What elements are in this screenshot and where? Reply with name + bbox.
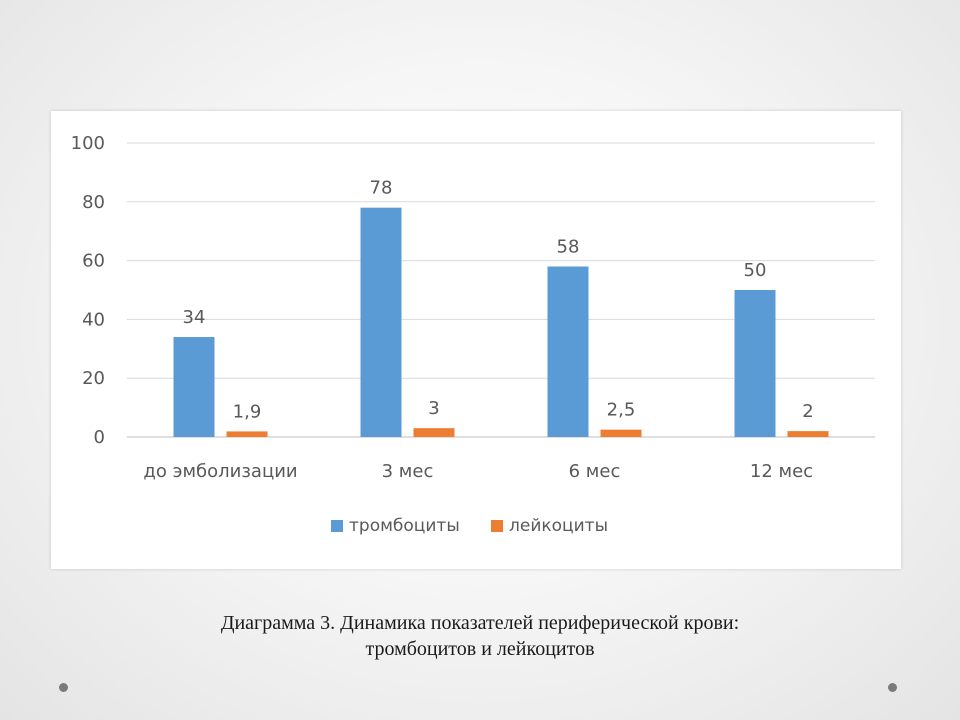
bar-chart: 0 20 40 60 80 100 34 1,9 до эмболизации 78 3 3 мес 5… (71, 133, 875, 536)
bar-leukocytes (787, 431, 829, 437)
x-tick-label: 3 мес (382, 461, 434, 482)
caption-line-2: тромбоцитов и лейкоцитов (365, 638, 595, 660)
legend-swatch (491, 520, 503, 532)
bar-platelets (734, 290, 776, 437)
slide-bullet-left (59, 683, 68, 692)
legend-label: тромбоциты (349, 516, 460, 536)
bar-platelets (173, 337, 215, 437)
data-label: 34 (183, 307, 206, 328)
bar-platelets (547, 266, 589, 437)
bar-leukocytes (226, 431, 268, 437)
data-label: 2 (802, 401, 813, 422)
bar-leukocytes (413, 428, 455, 437)
chart-panel: 0 20 40 60 80 100 34 1,9 до эмболизации 78 3 3 мес 5… (51, 111, 901, 569)
y-tick-label: 40 (82, 309, 105, 330)
data-label: 78 (370, 178, 393, 199)
data-label: 3 (428, 398, 439, 419)
bar-leukocytes (600, 429, 642, 437)
data-label: 2,5 (607, 400, 636, 421)
x-tick-label: 12 мес (750, 461, 813, 482)
y-tick-label: 60 (82, 251, 105, 272)
data-label: 1,9 (233, 401, 262, 422)
x-tick-label: до эмболизации (143, 461, 297, 482)
data-label: 58 (557, 236, 580, 257)
y-tick-label: 0 (94, 427, 105, 448)
bar-platelets (360, 207, 402, 437)
data-label: 50 (744, 260, 767, 281)
slide-bullet-right (888, 683, 897, 692)
y-tick-label: 100 (71, 133, 105, 154)
y-tick-label: 80 (82, 192, 105, 213)
caption-line-1: Диаграмма 3. Динамика показателей перифе… (220, 612, 740, 634)
chart-caption: Диаграмма 3. Динамика показателей перифе… (80, 610, 880, 662)
y-tick-label: 20 (82, 368, 105, 389)
legend-swatch (331, 520, 343, 532)
x-tick-label: 6 мес (569, 461, 621, 482)
legend-label: лейкоциты (509, 516, 608, 536)
